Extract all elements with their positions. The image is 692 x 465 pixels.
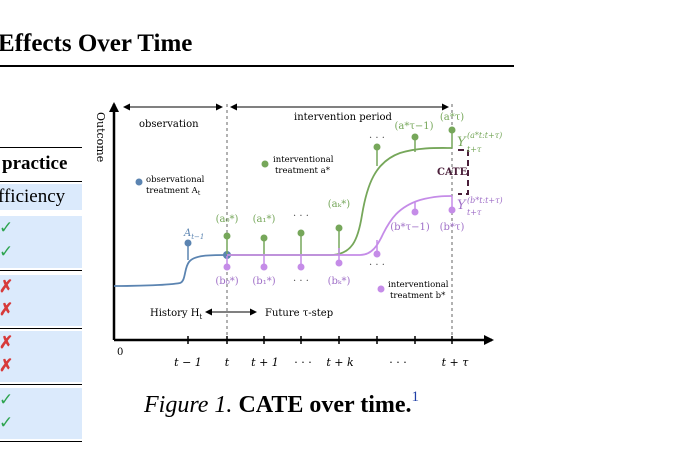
- observational-curve: [113, 254, 228, 287]
- table-top-rule: [0, 147, 82, 148]
- cate-label: CATE: [437, 167, 468, 178]
- table-cell-bg: [0, 216, 82, 268]
- caption-footnote[interactable]: 1: [411, 389, 420, 405]
- a-label: · · ·: [293, 211, 309, 222]
- check-mark: ✓: [0, 390, 14, 409]
- table-cell-bg: [0, 331, 82, 382]
- a-legend-label: treatment a*: [275, 166, 331, 176]
- x-tick-label: · · ·: [389, 356, 406, 369]
- a-t-minus-1-label: At−1: [183, 228, 204, 241]
- cross-mark: ✗: [0, 300, 14, 319]
- b-treatment-points: [223, 206, 456, 271]
- x-tick-label: · · ·: [294, 356, 311, 369]
- table-header-rule: [0, 181, 82, 182]
- x-ticks: [187, 336, 453, 344]
- b-label: (b₁*): [252, 276, 275, 287]
- a-treatment-curve: [227, 147, 453, 256]
- y-a-label: Y: [457, 135, 467, 150]
- x-tick-label: t + k: [326, 356, 354, 369]
- table-cell-bg: [0, 388, 82, 439]
- observational-legend-label: treatment At: [146, 186, 201, 197]
- origin-label: 0: [117, 347, 123, 358]
- b-legend-dot: [377, 285, 385, 293]
- cross-mark: ✗: [0, 277, 14, 296]
- b-treatment-labels: (b₀*) (b₁*) · · · (bₖ*) · · · (b*τ−1) (b…: [215, 222, 464, 287]
- a-label: (a*τ): [440, 112, 464, 123]
- a-label: (a₁*): [253, 214, 276, 225]
- figure-caption: Figure 1. CATE over time.1: [144, 389, 420, 419]
- y-a-subscript: t+τ: [467, 145, 482, 154]
- caption-label: Figure 1.: [144, 392, 233, 418]
- check-mark: ✓: [0, 218, 14, 237]
- check-mark: ✓: [0, 413, 14, 432]
- x-tick-label: t: [225, 356, 230, 369]
- history-label: History Ht: [150, 308, 202, 321]
- b-treatment-curve: [227, 195, 453, 256]
- b-label: (b₀*): [215, 276, 238, 287]
- table-bottom-rule: [0, 441, 82, 442]
- table-header: practice: [2, 153, 68, 174]
- cate-bracket: [458, 149, 469, 195]
- table-cell-bg: [0, 275, 82, 326]
- future-label: Future τ-step: [265, 308, 333, 319]
- observation-label: observation: [139, 119, 199, 130]
- y-b-superscript: (b*t:t+τ): [467, 196, 503, 205]
- x-tick-label: t + τ: [442, 356, 470, 369]
- caption-text: CATE over time.: [238, 392, 412, 418]
- a-label: · · ·: [369, 133, 385, 144]
- x-tick-label: t + 1: [251, 356, 279, 369]
- table-separator: [0, 328, 82, 329]
- a-label: (aₖ*): [328, 199, 351, 210]
- b-label: · · ·: [293, 276, 309, 287]
- y-b-label: Y: [457, 198, 467, 213]
- a-label: (a*τ−1): [394, 121, 433, 132]
- intervention-period-label: intervention period: [294, 112, 393, 123]
- cross-mark: ✗: [0, 356, 14, 375]
- b-label: (b*τ): [440, 222, 465, 233]
- observational-point: [184, 239, 192, 247]
- a-treatment-labels: (a₀*) (a₁*) · · · (aₖ*) · · · (a*τ−1) (a…: [216, 112, 465, 225]
- section-title: Effects Over Time: [0, 30, 193, 57]
- table-separator: [0, 270, 82, 271]
- a-legend-label: interventional: [273, 155, 334, 165]
- check-mark: ✓: [0, 242, 14, 261]
- observational-legend-dot: [135, 178, 143, 186]
- y-axis-label: Outcome: [94, 112, 107, 162]
- b-legend-label: treatment b*: [390, 291, 446, 301]
- table-subheader: fficiency: [0, 186, 66, 207]
- y-a-superscript: (a*t:t+τ): [467, 131, 502, 140]
- cross-mark: ✗: [0, 333, 14, 352]
- table-separator: [0, 384, 82, 385]
- y-b-subscript: t+τ: [467, 208, 482, 217]
- a-legend-dot: [261, 160, 269, 168]
- observational-legend-label: observational: [146, 175, 205, 185]
- a-label: (a₀*): [216, 214, 239, 225]
- x-tick-label: t − 1: [174, 356, 202, 369]
- b-legend-label: interventional: [388, 280, 449, 290]
- a-treatment-points: [223, 126, 456, 242]
- b-label: · · ·: [369, 260, 385, 271]
- title-rule: [0, 65, 514, 67]
- b-label: (bₖ*): [328, 276, 351, 287]
- table-cell-bg: [0, 184, 82, 210]
- b-label: (b*τ−1): [390, 222, 430, 233]
